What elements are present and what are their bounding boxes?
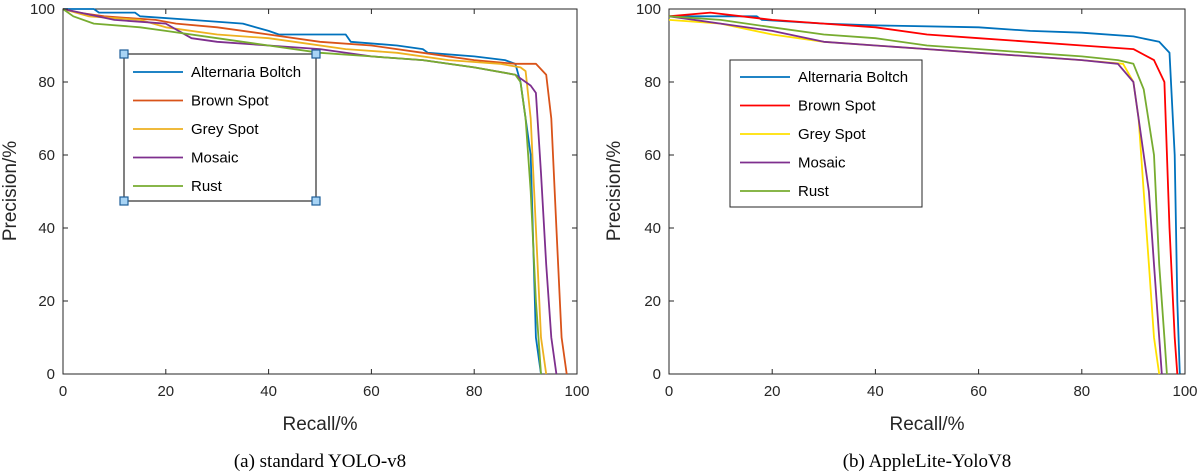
series-line-0 [63,8,542,375]
legend-entry-label: Alternaria Boltch [798,69,908,86]
x-tick-label: 20 [764,383,781,400]
chart-panel-b: 0 20 40 60 80 100 0 20 40 60 80 100 Recall/% Precis… [604,1,1198,472]
caption-a: (a) standard YOLO-v8 [234,451,406,472]
x-tick-label: 100 [1172,383,1197,400]
legend-resize-handle[interactable] [119,196,129,206]
y-tick-label: 80 [38,74,55,91]
y-tick-label: 80 [644,74,661,91]
x-tick-label: 100 [564,383,589,400]
series-line-4 [668,15,1168,375]
legend-entry-label: Grey Spot [191,121,259,138]
legend-resize-handle[interactable] [311,49,321,59]
legend-entry-label: Rust [191,178,223,195]
y-tick-label: 100 [30,1,55,18]
x-tick-label: 0 [665,383,673,400]
series-line-1 [668,11,1179,375]
y-tick-label: 40 [38,220,55,237]
x-tick-label: 80 [1073,383,1090,400]
series-line-4 [62,8,542,375]
axis-ticks-a: 0 20 40 60 80 100 0 20 40 60 80 100 [30,1,590,400]
x-tick-label: 40 [867,383,884,400]
legend-entry-label: Grey Spot [798,126,866,143]
axis-ticks-b: 0 20 40 60 80 100 0 20 40 60 80 100 [636,1,1198,400]
caption-b: (b) AppleLite-YoloV8 [843,451,1012,472]
legend-entry-label: Brown Spot [798,98,876,115]
legend-a[interactable]: Alternaria Boltch Brown Spot Grey Spot Mosa… [119,49,321,206]
y-tick-label: 0 [653,366,661,383]
legend-entry-label: Brown Spot [191,93,269,110]
legend-resize-handle[interactable] [119,49,129,59]
legend-entry-label: Alternaria Boltch [191,64,301,81]
legend-entry-label: Mosaic [191,150,239,167]
x-tick-label: 0 [59,383,67,400]
x-tick-label: 20 [157,383,174,400]
x-axis-label-a: Recall/% [283,414,358,435]
y-axis-label-a: Precision/% [0,141,21,241]
y-tick-label: 60 [38,147,55,164]
x-tick-label: 60 [970,383,987,400]
series-line-2 [62,8,548,375]
legend-resize-handle[interactable] [311,196,321,206]
x-tick-label: 80 [466,383,483,400]
y-tick-label: 20 [644,293,661,310]
legend-b: Alternaria Boltch Brown Spot Grey Spot Mosa… [729,59,923,208]
y-axis-label-b: Precision/% [604,141,625,241]
series-lines-a [62,8,568,375]
x-axis-label-b: Recall/% [890,414,965,435]
x-tick-label: 40 [260,383,277,400]
y-tick-label: 100 [636,1,661,18]
y-tick-label: 0 [47,366,55,383]
x-tick-label: 60 [363,383,380,400]
y-tick-label: 60 [644,147,661,164]
legend-entry-label: Mosaic [798,155,846,172]
legend-box [123,53,317,202]
series-lines-b [668,11,1181,375]
series-line-3 [668,15,1163,375]
chart-panel-a: 0 20 40 60 80 100 0 20 40 60 80 100 Recall/% Precis… [0,1,590,472]
y-tick-label: 40 [644,220,661,237]
series-line-1 [62,8,568,375]
legend-entry-label: Rust [798,183,830,200]
y-tick-label: 20 [38,293,55,310]
